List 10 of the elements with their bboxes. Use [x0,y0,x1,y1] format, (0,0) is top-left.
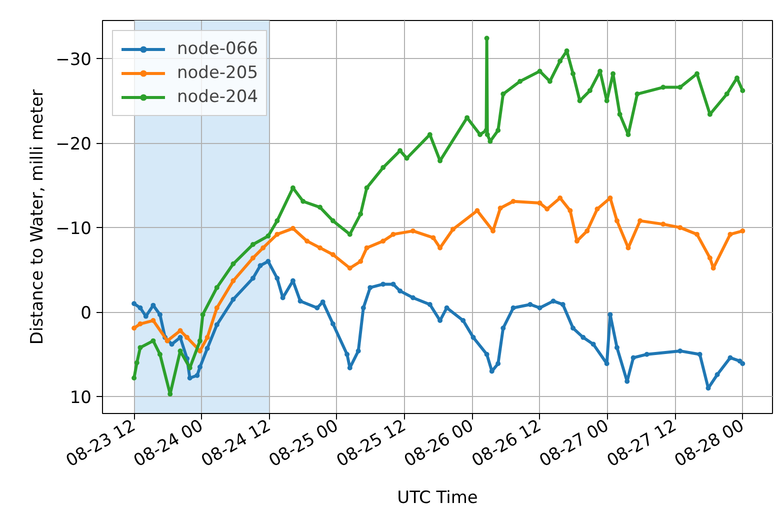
x-axis-title: UTC Time [397,488,478,508]
legend-label: node-205 [177,63,258,83]
y-tick-label: 0 [80,304,92,324]
y-tick-label: −10 [56,219,92,240]
y-axis-title: Distance to Water, milli meter [28,89,48,345]
y-tick-label: −30 [56,50,92,70]
y-tick-label: 10 [70,388,92,408]
legend-label: node-066 [177,39,258,59]
y-tick-label: −20 [56,134,92,155]
legend-label: node-204 [177,87,258,107]
